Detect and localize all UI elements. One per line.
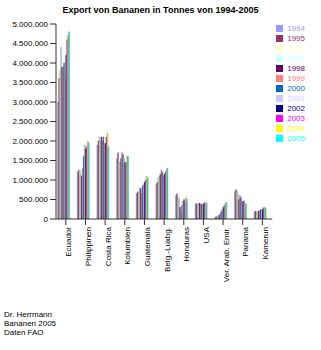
- html-text:1994: 1994: [287, 24, 305, 33]
- svg-text:Kamerun: Kamerun: [261, 227, 270, 259]
- svg-text:1.500.000: 1.500.000: [12, 156, 48, 165]
- html-text:Daten FAO: Daten FAO: [4, 328, 44, 337]
- svg-text:Panama: Panama: [241, 226, 250, 256]
- html-text:1999: 1999: [287, 74, 305, 83]
- svg-text:Philippinen: Philippinen: [84, 227, 93, 266]
- html-text:2005: 2005: [287, 134, 305, 143]
- html-text:Bananen 2005: Bananen 2005: [4, 319, 57, 328]
- svg-text:Guatemala: Guatemala: [143, 226, 152, 266]
- svg-text:2.500.000: 2.500.000: [12, 117, 48, 126]
- html-text:Dr. Herrmann: Dr. Herrmann: [4, 310, 52, 319]
- svg-text:3.000.000: 3.000.000: [12, 98, 48, 107]
- svg-text:4.500.000: 4.500.000: [12, 39, 48, 48]
- svg-text:3.500.000: 3.500.000: [12, 78, 48, 87]
- html-text:1995: 1995: [287, 34, 305, 43]
- html-text:1996: 1996: [287, 44, 305, 53]
- html-text:2004: 2004: [287, 124, 305, 133]
- svg-text:Belg.-Luxbg.: Belg.-Luxbg.: [163, 227, 172, 272]
- svg-text:Ver. Arab. Emir.: Ver. Arab. Emir.: [222, 227, 231, 282]
- svg-text:Honduras: Honduras: [182, 227, 191, 262]
- svg-text:Costa Rica: Costa Rica: [104, 226, 113, 266]
- html-text:2002: 2002: [287, 104, 305, 113]
- svg-text:2.000.000: 2.000.000: [12, 137, 48, 146]
- html-text:2000: 2000: [287, 84, 305, 93]
- svg-text:USA: USA: [202, 226, 211, 243]
- svg-text:5.000.000: 5.000.000: [12, 20, 48, 29]
- html-text:Export von Bananen in Tonnes v: Export von Bananen in Tonnes von 1994-20…: [62, 5, 259, 15]
- html-text:1998: 1998: [287, 64, 305, 73]
- svg-text:500.000: 500.000: [19, 195, 48, 204]
- svg-text:4.000.000: 4.000.000: [12, 59, 48, 68]
- svg-text:1.000.000: 1.000.000: [12, 176, 48, 185]
- svg-text:Ecuador: Ecuador: [65, 227, 74, 257]
- svg-text:Kolumbien: Kolumbien: [123, 227, 132, 265]
- html-text:2001: 2001: [287, 94, 305, 103]
- svg-text:0: 0: [44, 215, 49, 224]
- html-text:2003: 2003: [287, 114, 305, 123]
- html-text:1997: 1997: [287, 54, 305, 63]
